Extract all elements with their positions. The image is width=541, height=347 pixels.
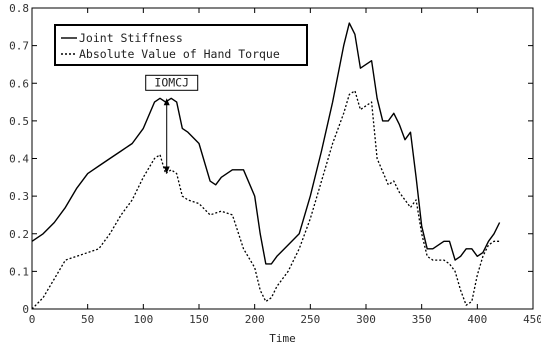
series-line-hand-torque — [31, 90, 500, 310]
y-tick-label: 0 — [22, 303, 29, 316]
annotation-layer: IOMCJ — [145, 74, 199, 174]
x-tick-label: 250 — [300, 313, 320, 326]
series-layer — [31, 22, 501, 310]
annotation-label: IOMCJ — [154, 75, 189, 89]
y-tick-label: 0.4 — [9, 153, 29, 166]
y-tick-label: 0.5 — [9, 115, 29, 128]
x-tick-label: 100 — [133, 313, 153, 326]
x-tick-label: 200 — [245, 313, 265, 326]
y-axis-ticks: 0 0.1 0.2 0.3 0.4 0.5 0.6 0.7 0.8 — [9, 2, 533, 316]
x-tick-label: 400 — [467, 313, 487, 326]
y-tick-label: 0.6 — [9, 77, 29, 90]
annotation-label-box — [145, 74, 199, 91]
legend-label: Absolute Value of Hand Torque — [79, 47, 280, 61]
y-tick-label: 0.2 — [9, 228, 29, 241]
x-tick-label: 0 — [29, 313, 36, 326]
y-tick-label: 0.1 — [9, 265, 29, 278]
x-tick-label: 350 — [412, 313, 432, 326]
annotation-arrowhead-up — [163, 98, 170, 106]
x-tick-label: 300 — [356, 313, 376, 326]
x-axis-ticks: 0 50 100 150 200 250 300 350 400 450 — [29, 8, 541, 326]
x-tick-label: 450 — [523, 313, 541, 326]
series-line-joint-stiffness — [31, 22, 501, 265]
y-tick-label: 0.8 — [9, 2, 29, 15]
legend: Joint Stiffness Absolute Value of Hand To… — [54, 24, 308, 66]
x-axis-title: Time — [269, 332, 296, 345]
annotation-arrowhead-down — [163, 166, 170, 174]
legend-box — [54, 24, 308, 66]
y-tick-label: 0.7 — [9, 40, 29, 53]
x-tick-label: 150 — [189, 313, 209, 326]
legend-label: Joint Stiffness — [79, 31, 183, 45]
x-tick-label: 50 — [81, 313, 94, 326]
y-tick-label: 0.3 — [9, 190, 29, 203]
